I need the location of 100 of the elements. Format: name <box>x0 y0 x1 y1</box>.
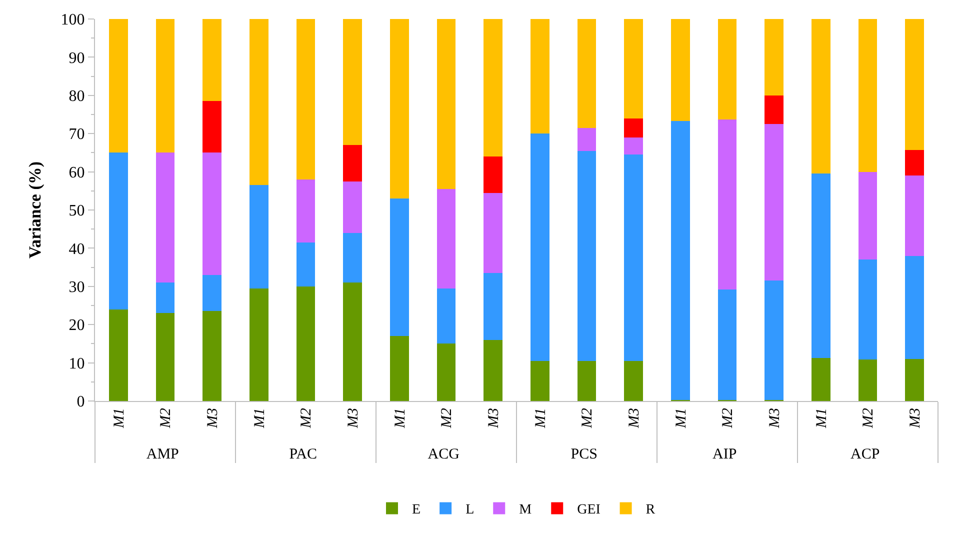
legend-label: E <box>412 502 421 518</box>
bar <box>812 358 830 401</box>
bar <box>812 19 830 174</box>
y-tick-label: 100 <box>60 12 85 29</box>
bar <box>296 179 316 242</box>
bar <box>390 336 409 401</box>
bar <box>202 311 222 401</box>
bar <box>764 19 784 96</box>
bar <box>577 150 596 361</box>
y-tick-label: 10 <box>68 355 85 372</box>
bar <box>296 19 316 180</box>
y-tick-label: 50 <box>68 202 85 220</box>
x-tick-label: M3 <box>486 408 502 429</box>
y-tick-label: 40 <box>68 240 85 258</box>
bar <box>156 19 175 153</box>
text: PAC <box>289 446 318 462</box>
y-tick-label: 90 <box>68 50 85 67</box>
x-tick-label: M2 <box>298 408 315 429</box>
bar <box>109 19 128 153</box>
x-tick-label: M1 <box>673 408 690 429</box>
bar <box>202 101 222 153</box>
bar <box>671 120 690 400</box>
bar <box>343 232 362 283</box>
bar <box>858 19 878 172</box>
bar <box>484 340 502 401</box>
bar <box>250 288 268 401</box>
y-tick-label: 60 <box>68 164 85 182</box>
bar <box>436 188 456 288</box>
bar <box>764 280 784 400</box>
bar <box>390 198 409 336</box>
bar <box>858 260 878 360</box>
bar <box>202 274 222 312</box>
text: AMP <box>146 446 179 462</box>
bar <box>156 313 175 401</box>
y-axis-title: Variance (%) <box>25 161 44 259</box>
bar <box>436 19 456 189</box>
bar <box>905 19 924 150</box>
bar <box>202 152 222 275</box>
x-tick-label: M3 <box>766 408 783 429</box>
x-tick-label: M3 <box>907 408 924 429</box>
bar <box>624 360 643 401</box>
bar <box>624 118 643 138</box>
y-tick-label: 70 <box>68 126 85 144</box>
x-tick-label: M2 <box>720 408 736 429</box>
bar <box>812 174 830 358</box>
bar <box>624 19 643 118</box>
y-tick-label: 20 <box>68 317 85 334</box>
bar <box>530 360 550 401</box>
bar <box>436 344 456 401</box>
x-tick-label: M2 <box>580 408 596 429</box>
legend-label: L <box>466 502 474 518</box>
bar <box>156 152 175 283</box>
bar <box>530 19 550 134</box>
text: ACP <box>850 446 880 462</box>
bar <box>577 360 596 401</box>
bar <box>343 282 362 401</box>
bar <box>250 185 268 288</box>
bar <box>530 134 550 361</box>
legend-label: R <box>646 502 656 518</box>
text: PCS <box>570 446 598 462</box>
bar <box>577 128 596 151</box>
bar <box>764 95 784 124</box>
x-tick-label: M1 <box>252 408 268 429</box>
bar <box>484 156 502 193</box>
legend-label: M <box>519 502 532 518</box>
bar <box>156 282 175 314</box>
bar <box>764 124 784 281</box>
x-tick-label: M2 <box>158 408 174 429</box>
bar <box>718 19 737 120</box>
bar <box>390 19 409 199</box>
bar <box>343 181 362 233</box>
bar <box>484 192 502 274</box>
legend-label: GEI <box>577 502 601 518</box>
bar <box>577 19 596 128</box>
bar <box>250 19 268 186</box>
bar <box>905 176 924 256</box>
x-tick-label: M1 <box>814 408 830 429</box>
bar <box>343 145 362 182</box>
x-tick-label: M1 <box>392 408 408 429</box>
bar <box>296 242 316 286</box>
bar <box>296 286 316 401</box>
text: AIP <box>712 446 737 462</box>
bar <box>202 19 222 102</box>
bar <box>671 19 690 121</box>
x-tick-label: M2 <box>439 408 456 429</box>
bar <box>624 154 643 361</box>
bar <box>624 137 643 155</box>
x-tick-label: M3 <box>626 408 642 429</box>
x-tick-label: M2 <box>860 408 877 429</box>
bar <box>484 19 502 157</box>
text: ACG <box>428 446 460 462</box>
y-tick-label: 0 <box>76 394 85 411</box>
bar <box>905 256 924 359</box>
y-tick-label: 30 <box>68 279 85 296</box>
bar <box>343 19 362 146</box>
bar <box>436 288 456 344</box>
x-tick-label: M1 <box>532 408 549 429</box>
bar <box>109 309 128 401</box>
bar <box>718 289 737 400</box>
bar <box>109 152 128 310</box>
